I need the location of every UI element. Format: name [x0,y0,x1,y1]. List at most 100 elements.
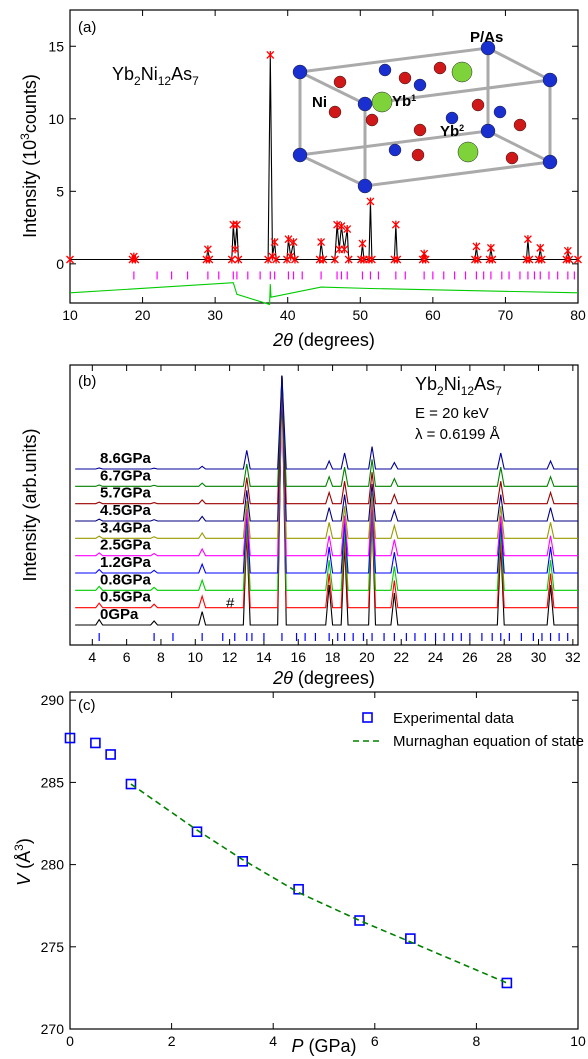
series-label: 3.4GPa [100,519,152,536]
data-point [523,235,532,244]
x-tick-label: 24 [428,649,444,665]
data-line [130,783,508,984]
data-point [486,243,495,252]
x-tick-label: 80 [570,307,586,323]
formula: Yb2Ni12As7 [415,374,502,398]
atom-ni [433,61,447,75]
data-point [472,242,481,251]
formula-part: As [171,64,192,84]
atom-p [493,105,507,119]
atom-ni [513,118,527,132]
data-line [75,375,578,626]
x-tick-label: 26 [462,649,478,665]
atom-p [357,96,373,112]
annotation: # [226,595,235,612]
y-tick-label: 15 [48,38,64,54]
data-point [473,255,482,264]
data-point [563,246,572,255]
data-point [421,255,430,264]
series-label: 0.8GPa [100,571,152,588]
formula-part: Yb [112,64,134,84]
inset-label-sup: 1 [411,93,416,103]
data-point [317,238,326,247]
formula-part: Ni [141,64,158,84]
data-point [266,50,275,59]
plot-frame [69,691,579,1030]
formula: Yb2Ni12As7 [112,64,199,88]
x-tick-label: 50 [352,307,368,323]
inset-label: P/As [470,29,503,46]
data-point [131,255,140,264]
inset-label-sup: 2 [459,123,464,133]
y-title-part: V [14,872,34,886]
data-line [75,375,578,609]
x-tick-label: 10 [187,649,203,665]
atom-p [445,111,459,125]
atom-p [542,154,558,170]
plot-frame [69,364,579,646]
data-point [191,826,203,838]
series-label: 0.5GPa [100,589,152,606]
atom-ni [411,148,425,162]
y-title-sup: 3 [12,844,26,851]
data-line [69,282,579,306]
data-point [488,255,497,264]
formula-part: As [474,374,495,394]
x-tick-label: 6 [371,1033,379,1049]
panel-label: (a) [78,19,96,36]
data-line [75,375,578,591]
data-point [205,255,214,264]
x-axis-title: 2θ (degrees) [272,330,375,350]
x-title-part: (degrees) [293,330,375,350]
y-tick-label: 10 [48,111,64,127]
data-point [319,255,328,264]
data-point [90,737,101,749]
atom-ni [328,105,342,119]
series-label: 2.5GPa [100,537,152,554]
data-point [64,732,76,744]
data-point [536,243,545,252]
x-tick-label: 32 [565,649,581,665]
inset-label-part: Yb [392,93,411,110]
y-tick-label: 290 [41,692,65,708]
atom-p [357,178,373,194]
x-title-part: 2θ [272,668,293,688]
legend-label: Experimental data [393,710,515,727]
formula-sub: 2 [134,74,141,88]
series-label: 5.7GPa [100,485,152,502]
x-tick-label: 30 [207,307,223,323]
y-tick-label: 280 [41,857,65,873]
atom-p [480,123,496,139]
x-tick-label: 10 [62,307,78,323]
atom-ni [413,123,427,137]
data-point [293,883,304,895]
atom-ni [398,71,412,85]
x-tick-label: 14 [256,649,272,665]
y-title-part: (Å [14,851,34,874]
atom-yb [457,141,479,163]
data-point [203,245,212,254]
data-line [75,375,578,470]
atom-yb [371,91,393,113]
data-point [337,222,346,231]
y-title-part: Intensity (10 [20,140,40,238]
data-point [66,255,74,264]
atom-p [542,72,558,88]
data-line [70,54,578,261]
series-label: 1.2GPa [100,554,152,571]
data-point [405,933,416,944]
data-point [565,255,574,264]
formula-sub: 2 [437,384,444,398]
plot-frame [69,9,579,304]
atom-yb [451,61,473,83]
formula-part: Ni [444,374,461,394]
data-point [367,255,376,264]
x-tick-label: 40 [280,307,296,323]
data-line [75,375,578,505]
x-title-part: P [291,1036,303,1056]
legend-marker [362,712,373,723]
x-tick-label: 10 [570,1033,586,1049]
data-point [391,220,400,229]
data-line [75,375,578,522]
